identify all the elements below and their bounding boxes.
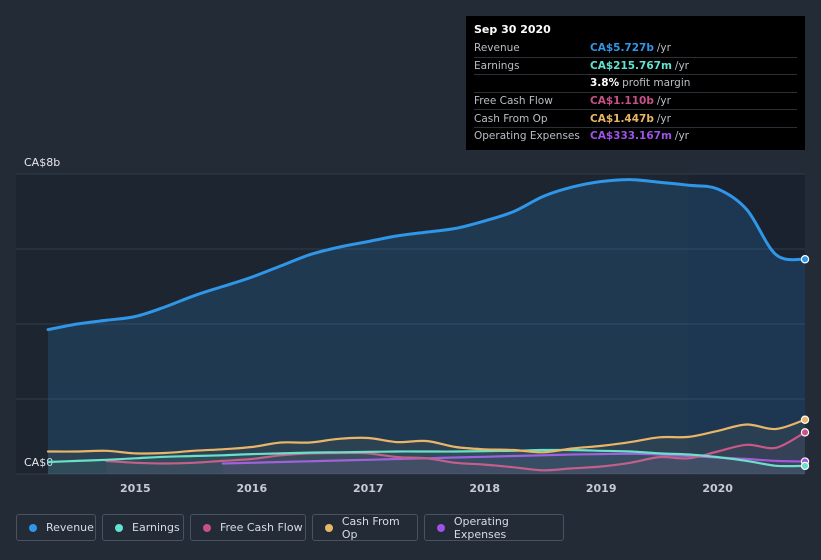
legend-dot-icon: [29, 523, 37, 532]
series-endpoint-earnings: [800, 461, 810, 471]
tooltip-row: 3.8% profit margin: [474, 75, 797, 93]
series-area-revenue: [48, 179, 805, 474]
tooltip-row: Revenue CA$5.727b/yr: [474, 40, 797, 58]
legend-label: Operating Expenses: [453, 514, 509, 541]
tooltip-row-label: Earnings: [474, 59, 520, 72]
legend-item-free-cash-flow[interactable]: Free Cash Flow: [190, 514, 306, 541]
legend-label: Free Cash Flow: [220, 521, 303, 534]
tooltip-row: Operating Expenses CA$333.167m/yr: [474, 128, 797, 145]
legend-dot-icon: [437, 523, 445, 532]
legend-dot-icon: [115, 523, 123, 532]
series-endpoint-revenue: [800, 255, 810, 264]
legend-label: Cash From Op: [341, 514, 400, 541]
tooltip-row-value: CA$1.110b: [590, 95, 654, 108]
tooltip-row-unit: /yr: [674, 130, 689, 143]
tooltip-row-label: Revenue: [474, 42, 520, 55]
series-endpoint-free-cash-flow: [800, 428, 810, 437]
tooltip-date: Sep 30 2020: [474, 23, 551, 36]
legend-dot-icon: [325, 523, 333, 532]
legend-label: Earnings: [132, 521, 180, 534]
series-area-operating-expenses: [222, 453, 805, 474]
series-line-revenue: [46, 178, 807, 332]
tooltip-row-value: CA$1.447b: [590, 112, 654, 125]
x-tick-label: 2018: [469, 482, 500, 495]
tooltip-row-unit: /yr: [656, 95, 671, 108]
x-tick-label: 2019: [586, 482, 617, 495]
series-line-cash-from-op: [46, 418, 807, 455]
series-area-cash-from-op: [48, 419, 805, 474]
legend-item-earnings[interactable]: Earnings: [102, 514, 184, 541]
x-tick-label: 2015: [120, 482, 151, 495]
tooltip-row-value: CA$5.727b: [590, 42, 654, 55]
series-area-earnings: [48, 449, 805, 474]
tooltip-row-value: 3.8%: [590, 77, 620, 90]
tooltip-row-unit: /yr: [656, 42, 671, 55]
data-tooltip: Sep 30 2020 Revenue CA$5.727b/yr Earnings C…: [466, 16, 805, 150]
legend-item-operating-expenses[interactable]: Operating Expenses: [424, 514, 564, 541]
tooltip-row-unit: /yr: [674, 59, 689, 72]
tooltip-row: Free Cash Flow CA$1.110b/yr: [474, 93, 797, 111]
tooltip-row-label: Operating Expenses: [474, 130, 580, 143]
x-tick-label: 2020: [702, 482, 733, 495]
tooltip-row-label: Free Cash Flow: [474, 95, 553, 108]
y-axis-top-label: CA$8b: [24, 156, 60, 169]
y-axis-bottom-label: CA$0: [24, 456, 53, 469]
series-line-earnings: [46, 448, 807, 468]
series-endpoint-cash-from-op: [800, 415, 810, 424]
tooltip-row: Earnings CA$215.767m/yr: [474, 58, 797, 76]
tooltip-row: Cash From Op CA$1.447b/yr: [474, 110, 797, 128]
x-tick-label: 2016: [236, 482, 267, 495]
x-tick-label: 2017: [353, 482, 384, 495]
legend-item-revenue[interactable]: Revenue: [16, 514, 96, 541]
tooltip-row-value: CA$333.167m: [590, 130, 672, 143]
legend-label: Revenue: [46, 521, 94, 534]
legend-item-cash-from-op[interactable]: Cash From Op: [312, 514, 418, 541]
tooltip-row-unit: /yr: [656, 112, 671, 125]
legend-dot-icon: [203, 523, 211, 532]
tooltip-row-label: Cash From Op: [474, 112, 548, 125]
tooltip-row-unit: profit margin: [622, 77, 691, 90]
series-line-free-cash-flow: [105, 431, 807, 472]
tooltip-row-value: CA$215.767m: [590, 59, 672, 72]
